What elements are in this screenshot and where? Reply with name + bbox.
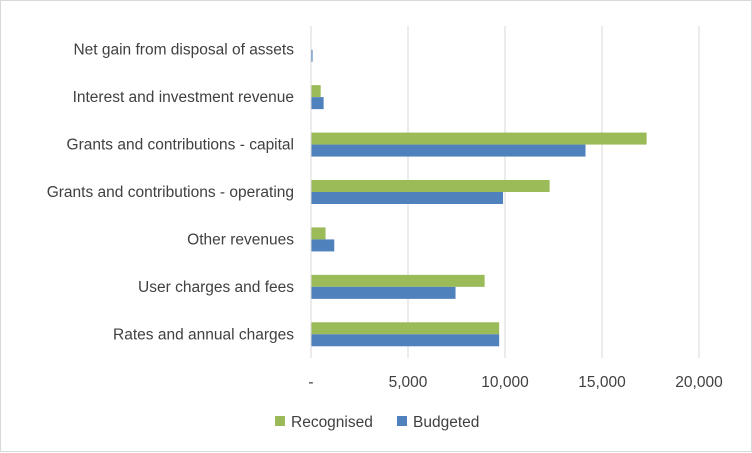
x-tick-labels: - 5,000 10,000 15,000 20,000 [308,374,723,391]
bars [311,49,647,347]
x-tick-label-4: 20,000 [675,374,723,391]
bar-recognised-0 [311,322,500,335]
bar-recognised-5 [311,85,321,98]
x-tick-label-0: - [308,374,313,391]
bar-recognised-2 [311,227,326,240]
category-label-2: Other revenues [187,231,294,248]
category-label-0: Rates and annual charges [113,326,294,343]
x-tick-label-1: 5,000 [389,374,428,391]
legend-swatch-recognised [275,416,285,426]
legend-label-budgeted: Budgeted [413,414,479,431]
category-label-6: Net gain from disposal of assets [73,42,294,59]
bar-budgeted-1 [311,286,456,299]
legend-swatch-budgeted [397,416,407,426]
x-tick-label-2: 10,000 [481,374,529,391]
bar-recognised-3 [311,180,550,192]
x-tick-label-3: 15,000 [578,374,626,391]
legend-label-recognised: Recognised [291,414,373,431]
category-labels: Rates and annual charges User charges and… [47,42,295,344]
bar-budgeted-4 [311,144,586,157]
category-label-5: Interest and investment revenue [73,89,294,106]
bar-budgeted-0 [311,334,500,347]
bar-budgeted-3 [311,192,504,204]
bar-budgeted-2 [311,239,335,252]
category-label-3: Grants and contributions - operating [47,184,294,201]
bar-budgeted-6 [311,49,313,62]
bar-budgeted-5 [311,97,324,110]
bar-recognised-4 [311,132,647,145]
category-label-1: User charges and fees [138,279,294,296]
category-label-4: Grants and contributions - capital [67,137,294,154]
bar-recognised-1 [311,274,485,287]
legend: Recognised Budgeted [275,414,479,431]
